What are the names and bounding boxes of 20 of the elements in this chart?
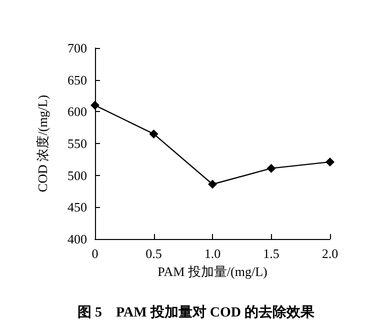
point	[266, 164, 276, 173]
x-tick-label: 1.5	[263, 246, 280, 261]
x-axis-title: PAM 投加量/(mg/L)	[158, 264, 268, 279]
y-axis-title: COD 浓度/(mg/L)	[35, 94, 50, 192]
point	[90, 100, 100, 110]
point	[326, 157, 334, 166]
point	[149, 129, 158, 138]
x-tick-label: 2.0	[322, 246, 338, 261]
x-tick-label: 1.0	[204, 246, 221, 261]
y-tick-label: 700	[68, 40, 87, 56]
y-tick-label: 550	[68, 136, 87, 151]
x-tick-label: 0	[92, 246, 98, 261]
y-tick-label: 500	[68, 168, 87, 183]
text: 图 5 PAM 投加量对 COD 的去除效果	[78, 304, 316, 320]
y-tick-label: 400	[68, 232, 87, 246]
y-tick-label: 600	[68, 104, 87, 120]
x-tick-label: 0.5	[146, 246, 162, 261]
point	[208, 180, 217, 189]
y-tick-label: 450	[68, 200, 87, 215]
y-tick-label: 650	[68, 72, 87, 88]
